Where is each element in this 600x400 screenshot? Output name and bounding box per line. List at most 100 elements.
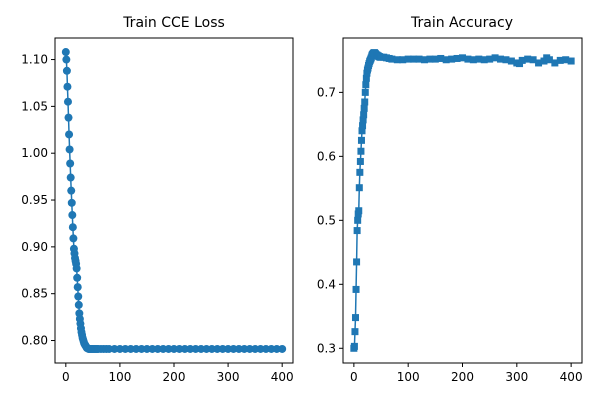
loss-y-tick-label: 1.05 [21,99,48,113]
accuracy-chart-panel: Train Accuracy 0 100 200 300 400 0.30.40.50.… [317,15,583,384]
accuracy-data-point [359,122,367,130]
accuracy-data-point [480,56,488,64]
accuracy-data-point [351,328,359,336]
accuracy-data-point [551,59,559,67]
loss-x-tick-label: 100 [108,370,131,384]
accuracy-data-point [361,88,369,96]
accuracy-data-point [453,54,461,62]
accuracy-data-point [437,54,445,62]
loss-data-point [73,273,82,282]
accuracy-data-point [353,258,361,266]
accuracy-data-point [354,216,362,224]
loss-data-point [73,283,82,292]
loss-data-point [74,300,83,309]
accuracy-data-point [556,56,564,64]
accuracy-data-point [420,56,428,64]
loss-chart-y-axis: 0.80 0.85 0.90 0.95 1.00 1.05 1.10 [21,53,55,348]
accuracy-chart-x-axis: 0 100 200 300 400 [350,363,583,384]
loss-data-point [65,145,74,154]
loss-y-tick-label: 0.80 [21,334,48,348]
loss-data-point [278,344,287,353]
accuracy-data-point [431,55,439,63]
accuracy-data-point [355,184,363,192]
accuracy-data-point [362,74,370,82]
accuracy-data-point [404,55,412,63]
accuracy-data-point [529,56,537,64]
loss-data-point [62,55,71,64]
accuracy-x-tick-label: 200 [451,370,474,384]
accuracy-chart-title: Train Accuracy [410,15,513,31]
loss-y-tick-label: 0.85 [21,287,48,301]
accuracy-data-point [358,127,366,135]
accuracy-data-point [360,104,368,112]
accuracy-data-point [356,157,364,165]
accuracy-data-point [393,56,401,64]
accuracy-data-point [562,56,570,64]
loss-data-point [68,223,77,232]
loss-data-point [67,186,76,195]
loss-x-tick-label: 200 [163,370,186,384]
accuracy-data-point [502,56,510,64]
accuracy-data-point [353,227,361,235]
loss-data-point [66,159,75,168]
accuracy-data-point [464,55,472,63]
accuracy-data-point [448,55,456,63]
accuracy-x-tick-label: 0 [350,370,358,384]
accuracy-data-point [357,136,365,144]
loss-data-point [67,198,76,207]
loss-x-tick-label: 0 [62,370,70,384]
loss-x-tick-label: 300 [217,370,240,384]
loss-data-point [61,48,70,57]
loss-chart-title: Train CCE Loss [122,15,225,31]
loss-y-tick-label: 1.00 [21,146,48,160]
loss-data-point [69,234,78,243]
accuracy-data-point [497,55,505,63]
accuracy-data-point [352,285,360,293]
accuracy-x-tick-label: 400 [560,370,583,384]
loss-data-point [68,211,77,220]
accuracy-data-point [357,147,365,155]
accuracy-data-point [524,55,532,63]
accuracy-data-point [362,81,370,89]
accuracy-y-tick-label: 0.7 [317,85,336,99]
accuracy-chart-y-axis: 0.3 0.4 0.5 0.6 0.7 [317,85,343,355]
accuracy-data-point [415,55,423,63]
accuracy-y-tick-label: 0.4 [317,277,336,291]
accuracy-data-point [388,55,396,63]
accuracy-data-point [567,57,575,65]
accuracy-data-point [507,57,515,65]
accuracy-data-point [361,98,369,106]
accuracy-data-point [399,56,407,64]
loss-data-point [65,130,74,139]
loss-chart-x-axis: 0 100 200 300 400 [62,363,294,384]
loss-chart-panel: Train CCE Loss 0 100 200 300 400 0.80 0.85 0.9… [21,15,293,384]
accuracy-data-point [351,314,359,322]
accuracy-data-point [410,55,418,63]
loss-data-point [74,292,83,301]
loss-data-point [72,264,81,273]
accuracy-data-point [491,54,499,62]
accuracy-data-point [469,56,477,64]
accuracy-data-point [518,56,526,64]
accuracy-data-point [359,116,367,124]
loss-y-tick-label: 0.90 [21,240,48,254]
loss-data-point [66,173,75,182]
accuracy-y-tick-label: 0.3 [317,341,336,355]
loss-x-tick-label: 400 [271,370,294,384]
accuracy-data-point [356,168,364,176]
accuracy-y-tick-label: 0.6 [317,149,336,163]
accuracy-chart-marks [350,49,575,352]
loss-chart-marks [61,48,287,353]
loss-data-point [62,66,71,75]
loss-data-point [63,97,72,106]
accuracy-data-point [475,55,483,63]
loss-data-point [63,82,72,91]
loss-data-point [64,113,73,122]
accuracy-data-point [535,59,543,67]
accuracy-data-point [350,342,358,350]
accuracy-data-point [355,207,363,215]
accuracy-y-tick-label: 0.5 [317,213,336,227]
accuracy-data-point [486,55,494,63]
accuracy-data-point [360,111,368,119]
